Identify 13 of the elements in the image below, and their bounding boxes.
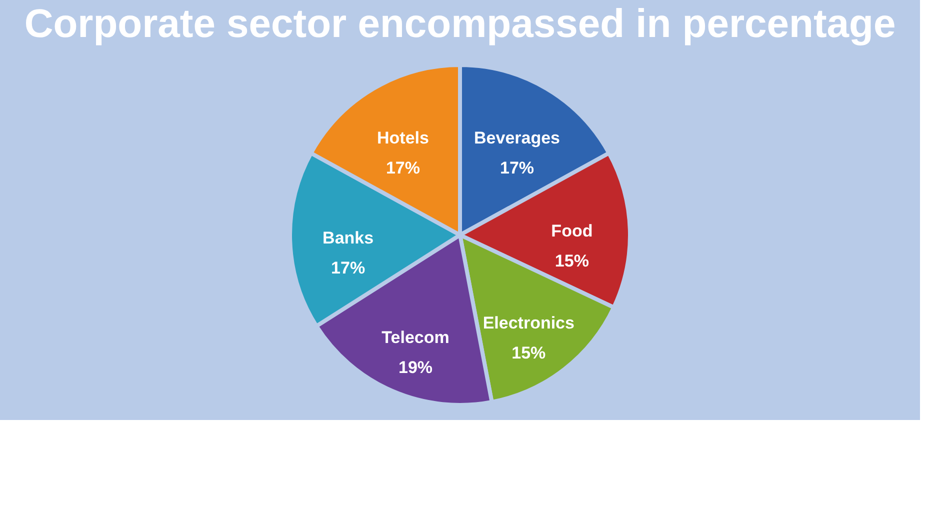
slice-label: Electronics: [482, 313, 574, 332]
slice-label: Telecom: [382, 328, 450, 347]
slice-label: Banks: [322, 228, 374, 248]
slice-label: Hotels: [377, 128, 429, 148]
data-label: 15%: [554, 251, 589, 270]
data-label: 17%: [386, 158, 420, 178]
data-label: 15%: [512, 343, 546, 362]
slice-label: Beverages: [474, 128, 560, 148]
chart-title: Corporate sector encompassed in percentage: [24, 2, 896, 46]
data-label: 17%: [500, 158, 534, 178]
data-label: 19%: [398, 358, 433, 377]
data-label: 17%: [331, 258, 366, 278]
slice-label: Food: [551, 221, 593, 240]
